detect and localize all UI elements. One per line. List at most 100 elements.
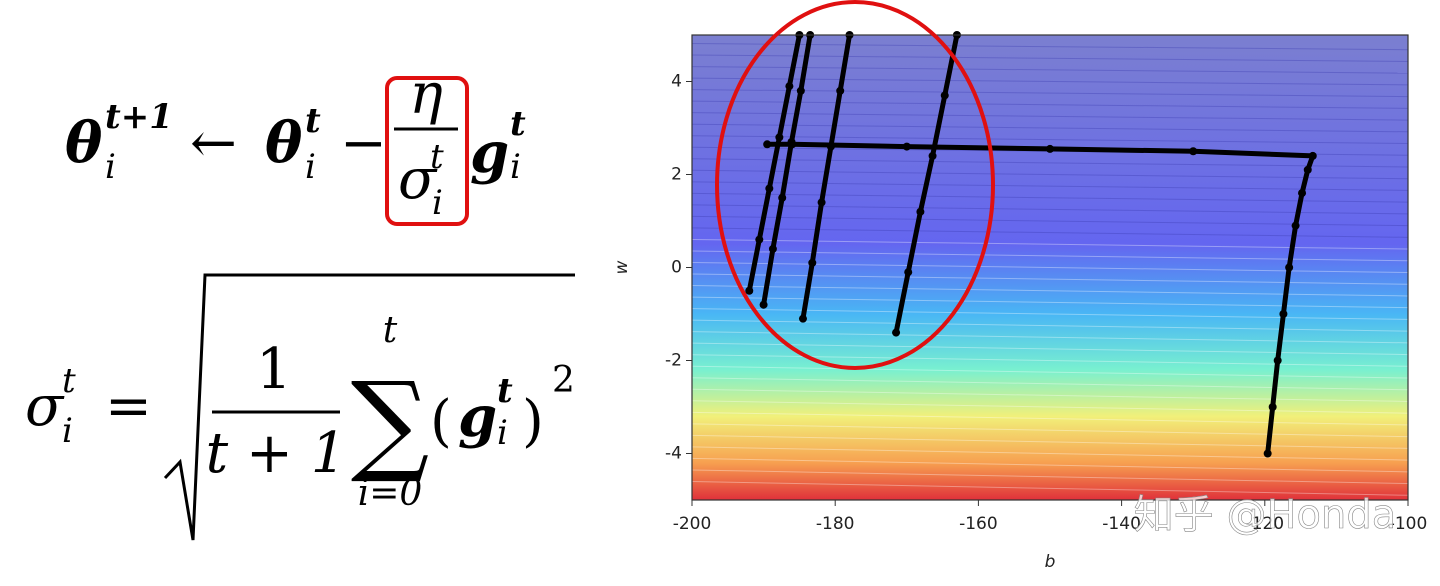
trajectory	[767, 141, 1317, 454]
symbol: =	[105, 374, 152, 439]
contour-line	[691, 296, 1409, 309]
highlight-box	[385, 76, 469, 226]
contour-line	[691, 227, 1409, 238]
contour-line	[691, 319, 1409, 332]
point	[1273, 356, 1282, 365]
symbol: g	[470, 120, 509, 186]
y-tick-label: 4	[671, 72, 682, 92]
formula-sigma: σ t i = 1 t + 1 ∑ t i=0 ( g t i ) 2	[25, 273, 575, 541]
point	[940, 91, 949, 100]
contour-line	[691, 331, 1409, 344]
sum-sign: ∑	[351, 358, 430, 486]
watermark: 知乎 @Honda	[1134, 492, 1397, 538]
point	[763, 140, 772, 149]
contour-line	[691, 181, 1409, 191]
point	[902, 142, 911, 151]
subscript: i	[305, 147, 316, 187]
trajectory	[800, 34, 852, 320]
plot: -200 -180 -160 -140 -120 -100 -4 -2 0 2 4 b w	[612, 0, 1428, 572]
point	[1291, 221, 1300, 230]
point	[928, 151, 937, 160]
x-tick-label: -160	[959, 514, 998, 534]
point	[1285, 263, 1294, 272]
contour-line	[691, 446, 1409, 461]
y-tick-label: -4	[665, 444, 682, 464]
contour-line	[691, 123, 1409, 133]
symbol: (	[430, 389, 452, 454]
x-tick-label: -120	[1246, 514, 1285, 534]
sum-lower: i=0	[358, 473, 423, 514]
point	[1308, 151, 1317, 160]
symbol: θ	[65, 110, 103, 176]
x-axis-label: b	[1045, 552, 1056, 572]
y-axis-label: w	[612, 260, 632, 274]
contour-line	[691, 54, 1409, 62]
numerator: 1	[256, 337, 292, 402]
subscript: i	[497, 413, 508, 453]
superscript: t	[305, 101, 321, 141]
contour-line	[691, 100, 1409, 109]
superscript: t+1	[105, 97, 173, 137]
symbol: σ	[25, 374, 65, 439]
point	[826, 142, 835, 151]
contour-line	[691, 204, 1409, 215]
point	[785, 82, 794, 91]
point	[1189, 147, 1198, 156]
point	[796, 86, 805, 95]
contour-line	[691, 89, 1409, 98]
symbol: −	[340, 111, 387, 176]
point	[798, 314, 807, 323]
superscript: t	[497, 371, 513, 411]
trajectory	[746, 34, 802, 292]
x-tick-label: -100	[1389, 514, 1428, 534]
point	[1263, 449, 1272, 458]
superscript: t	[510, 104, 526, 144]
y-tick-label: -2	[665, 351, 682, 371]
denominator: t + 1	[206, 421, 347, 486]
contour-line	[691, 365, 1409, 379]
contour-line	[691, 457, 1409, 473]
superscript: 2	[552, 360, 575, 401]
point	[1303, 165, 1312, 174]
symbol: θ	[265, 110, 303, 176]
trajectory	[893, 34, 960, 334]
point	[817, 198, 826, 207]
point	[1298, 189, 1307, 198]
symbol: σ	[398, 147, 438, 212]
point	[787, 137, 796, 146]
contour-line	[691, 158, 1409, 168]
contour-line	[691, 400, 1409, 414]
trajectory	[761, 34, 813, 306]
x-tick-label: -140	[1102, 514, 1141, 534]
symbol: ←	[190, 111, 237, 176]
contour-line	[691, 215, 1409, 227]
symbol: )	[522, 389, 544, 454]
point	[765, 184, 774, 193]
x-tick-label: -180	[816, 514, 855, 534]
point	[808, 258, 817, 267]
formula-update: θ t+1 i ← θ t i − η σ t i g t i	[65, 62, 526, 226]
superscript: t	[430, 137, 444, 177]
contour-line	[691, 135, 1409, 145]
contour-line	[691, 342, 1409, 356]
contour-line	[691, 192, 1409, 203]
radical	[163, 273, 575, 541]
contour-line	[691, 411, 1409, 426]
contour-line	[691, 238, 1409, 250]
point	[1279, 310, 1288, 318]
contour-line	[691, 77, 1409, 86]
contour-line	[691, 469, 1409, 485]
contour-line	[691, 169, 1409, 180]
superscript: t	[62, 361, 76, 401]
symbol: η	[409, 62, 443, 127]
point	[745, 286, 754, 295]
subscript: i	[510, 147, 521, 187]
contour-line	[691, 423, 1409, 438]
contour-line	[691, 480, 1409, 496]
subscript: i	[105, 147, 116, 187]
contour-line	[691, 388, 1409, 402]
subscript: i	[432, 183, 443, 223]
point	[775, 133, 784, 142]
